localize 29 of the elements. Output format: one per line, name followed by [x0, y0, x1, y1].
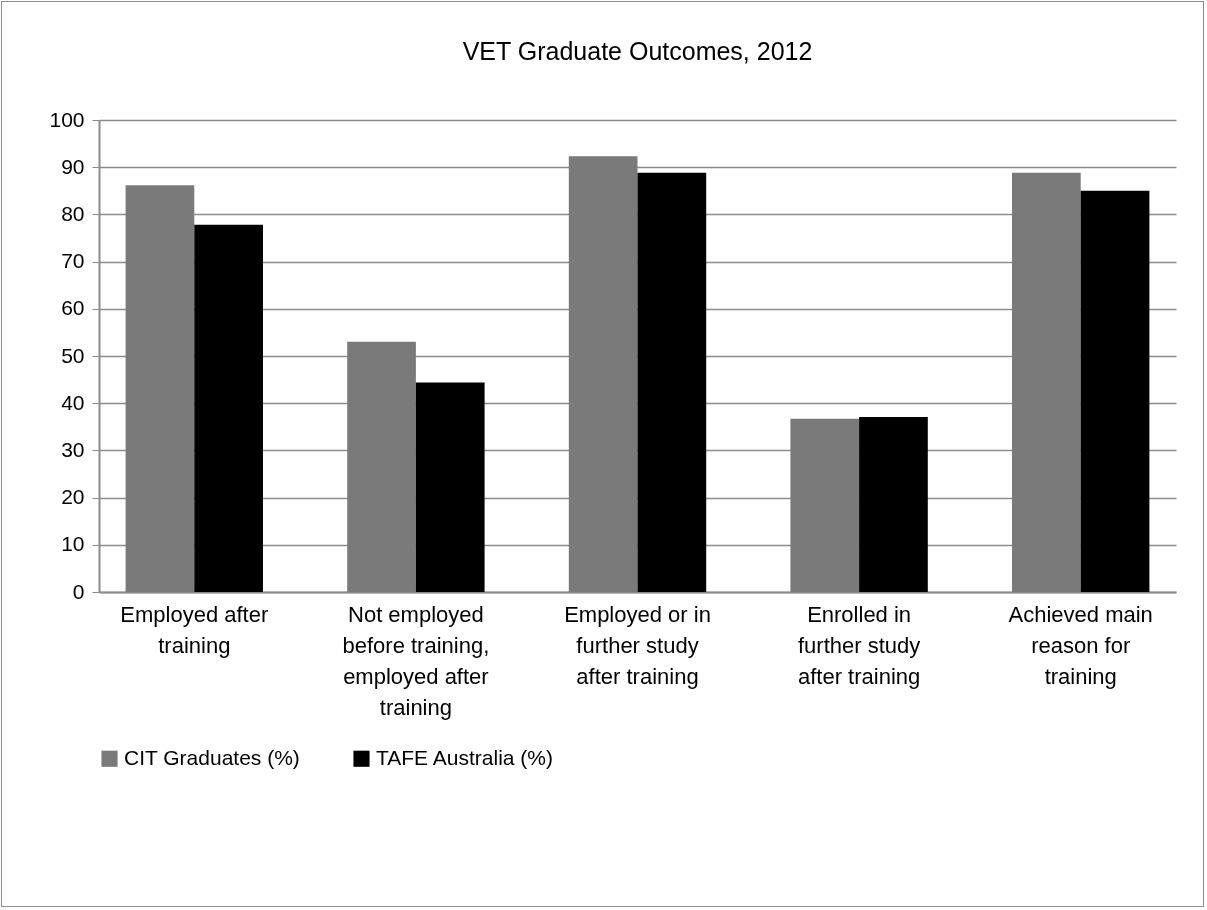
y-tick-label: 40	[61, 390, 85, 414]
bar	[790, 418, 860, 592]
y-tick-label: 70	[61, 249, 85, 273]
bar	[415, 382, 485, 592]
y-tick-label: 0	[72, 579, 85, 603]
x-tick-label: Employed or in further study after training	[564, 601, 711, 689]
x-tick-label: Achieved main reason for training	[1008, 601, 1153, 689]
y-tick-label: 60	[61, 296, 85, 320]
y-tick-label: 20	[61, 485, 85, 509]
bar	[568, 156, 638, 592]
y-tick-label: 30	[61, 437, 85, 461]
y-tick-label: 90	[61, 154, 85, 178]
bar	[859, 416, 928, 592]
y-tick-label: 50	[61, 343, 85, 367]
y-tick-label: 10	[61, 532, 85, 556]
x-tick-label: Employed after training	[120, 601, 269, 658]
bar	[125, 185, 195, 592]
y-tick-label: 80	[61, 201, 85, 225]
legend-label: CIT Graduates (%)	[124, 745, 300, 769]
chart-title: VET Graduate Outcomes, 2012	[462, 37, 813, 65]
y-tick-label: 100	[49, 107, 85, 131]
bar	[1080, 190, 1150, 592]
bar	[194, 224, 263, 592]
x-tick-label: Enrolled in further study after training	[797, 601, 921, 689]
bar	[637, 172, 707, 592]
bar	[347, 341, 416, 592]
x-tick-label: Not employed before training, employed after training	[342, 601, 490, 720]
legend-label: TAFE Australia (%)	[376, 745, 553, 769]
bar	[1012, 172, 1081, 592]
